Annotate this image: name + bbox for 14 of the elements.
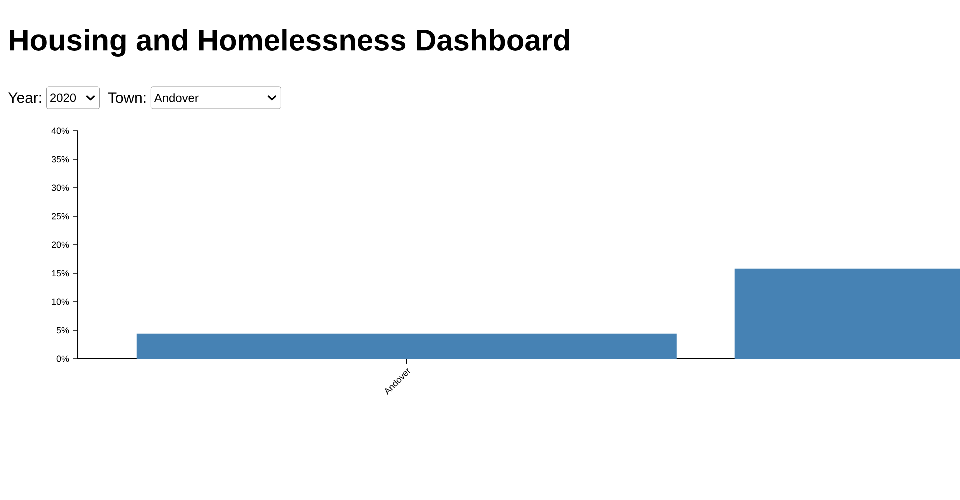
y-tick-label: 20% <box>52 242 70 248</box>
chart-title: Housing and Homelessness Dashboard <box>10 28 570 57</box>
y-tick-label: 40% <box>52 128 70 134</box>
y-tick-label: 15% <box>52 270 70 277</box>
y-tick-label: 25% <box>52 213 70 220</box>
text: Andover <box>154 94 199 102</box>
y-tick-label: 0% <box>56 356 70 362</box>
y-tick-label: 30% <box>52 184 70 192</box>
text: Year: <box>8 92 42 104</box>
y-tick-label: 5% <box>56 327 70 334</box>
y-tick-label: 10% <box>52 298 70 306</box>
text: Town: <box>108 92 146 104</box>
y-tick-label: 35% <box>52 156 70 163</box>
text: 2020 <box>50 94 76 102</box>
